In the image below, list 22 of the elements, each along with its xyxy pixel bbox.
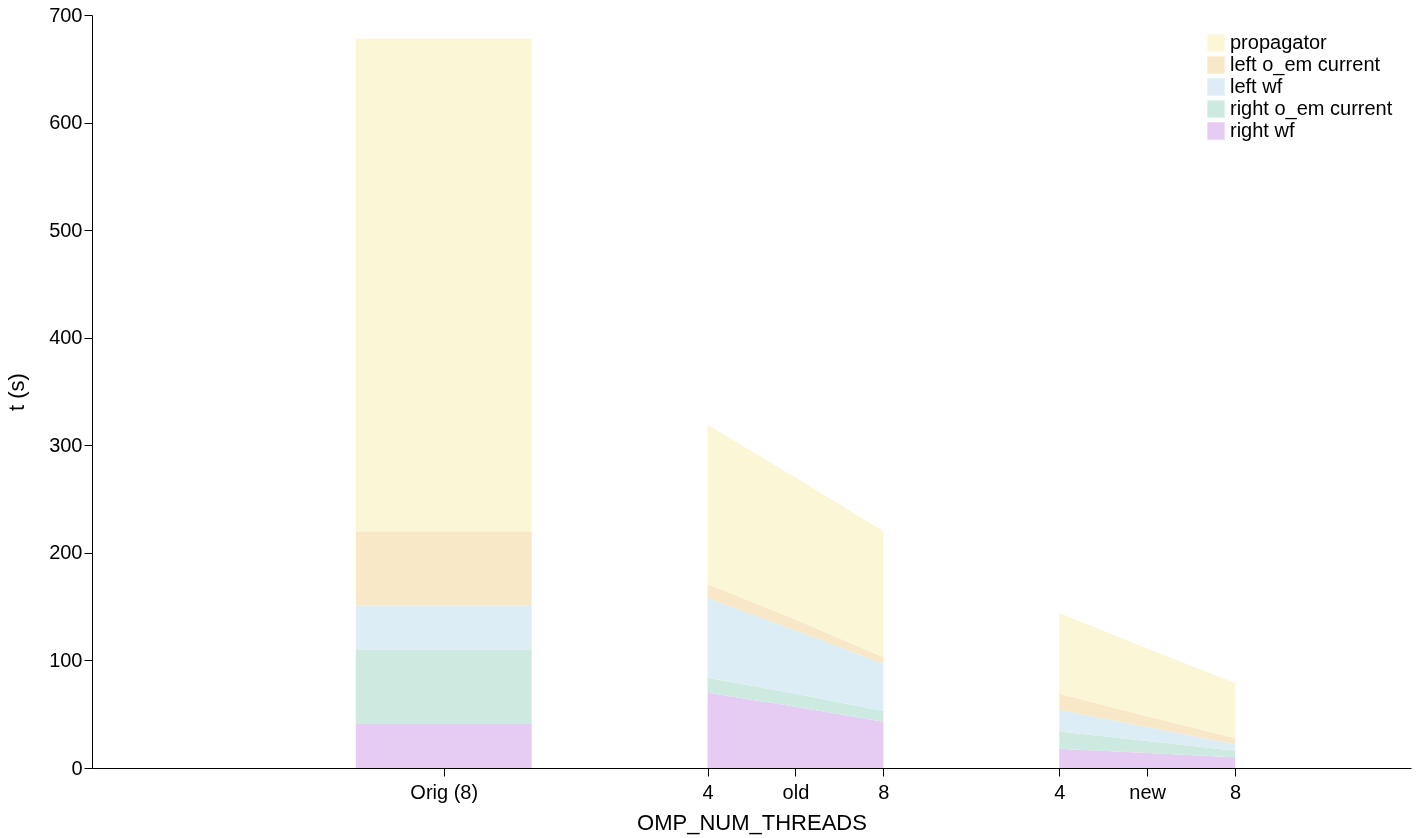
x-tick-label: new xyxy=(1129,780,1167,803)
x-tick-label: old xyxy=(782,780,810,803)
legend-label: right wf xyxy=(1230,119,1295,141)
x-axis-title: OMP_NUM_THREADS xyxy=(637,809,867,835)
y-tick-label: 600 xyxy=(49,111,83,134)
y-tick-label: 0 xyxy=(71,756,83,779)
y-tick-label: 700 xyxy=(49,3,83,26)
y-axis-title: t (s) xyxy=(4,373,30,411)
legend-label: right o_em current xyxy=(1230,97,1393,120)
y-tick-label: 400 xyxy=(49,326,83,349)
x-tick-label: 8 xyxy=(1230,780,1242,803)
legend-label: propagator xyxy=(1230,31,1328,53)
x-tick-label: 8 xyxy=(878,780,890,803)
x-tick-label: Orig (8) xyxy=(410,780,479,803)
x-tick-label: 4 xyxy=(702,780,714,803)
legend-label: left wf xyxy=(1230,75,1283,97)
y-tick-label: 100 xyxy=(49,648,83,671)
y-tick-label: 200 xyxy=(49,541,83,564)
legend-label: left o_em current xyxy=(1230,53,1381,76)
y-tick-label: 500 xyxy=(49,218,83,241)
x-tick-label: 4 xyxy=(1054,780,1066,803)
y-tick-label: 300 xyxy=(49,433,83,456)
